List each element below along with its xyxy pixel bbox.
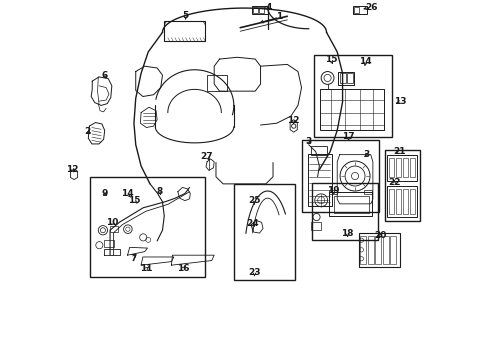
Text: 19: 19 <box>326 186 339 195</box>
Bar <box>329 192 371 216</box>
Text: 10: 10 <box>105 218 118 227</box>
Bar <box>360 235 366 264</box>
Text: 25: 25 <box>248 197 260 206</box>
Text: 2: 2 <box>83 127 90 136</box>
Bar <box>252 7 258 13</box>
Bar <box>358 233 399 267</box>
Text: 3: 3 <box>363 150 369 159</box>
Text: 26: 26 <box>364 3 377 12</box>
Text: 15: 15 <box>324 55 336 64</box>
Bar <box>302 140 378 212</box>
Bar <box>386 186 417 217</box>
Text: 20: 20 <box>374 231 386 240</box>
Text: 16: 16 <box>177 264 189 273</box>
Bar <box>395 158 400 177</box>
Bar <box>382 235 388 264</box>
Bar <box>409 158 414 177</box>
Bar <box>346 73 352 83</box>
Bar <box>312 183 377 239</box>
Bar <box>354 7 359 13</box>
Text: 3: 3 <box>305 137 311 146</box>
Bar <box>403 189 407 214</box>
Bar <box>233 184 295 280</box>
Text: 18: 18 <box>340 229 353 238</box>
Bar <box>329 190 337 194</box>
Bar <box>403 158 407 177</box>
Bar <box>389 235 395 264</box>
Bar <box>333 195 368 213</box>
Bar <box>386 156 417 181</box>
Bar <box>104 240 114 247</box>
Text: 12: 12 <box>66 165 79 174</box>
Bar <box>164 21 205 41</box>
Bar <box>310 146 326 155</box>
Bar <box>367 235 373 264</box>
Bar <box>409 189 414 214</box>
Bar <box>320 89 383 130</box>
Bar <box>338 72 354 85</box>
Text: 15: 15 <box>128 197 141 206</box>
Text: 12: 12 <box>287 116 299 125</box>
Text: 6: 6 <box>102 71 108 80</box>
Bar <box>206 75 226 91</box>
Bar <box>363 190 371 194</box>
Text: 7: 7 <box>130 253 136 262</box>
Text: 23: 23 <box>248 268 260 277</box>
Text: 4: 4 <box>264 3 271 12</box>
Bar <box>388 189 393 214</box>
Bar <box>375 235 380 264</box>
Text: 27: 27 <box>201 152 213 161</box>
Text: 22: 22 <box>387 177 400 186</box>
Bar <box>307 154 331 206</box>
Text: 9: 9 <box>102 189 108 198</box>
Bar <box>388 158 393 177</box>
Text: 14: 14 <box>359 57 371 66</box>
Bar <box>90 177 205 276</box>
Text: 14: 14 <box>121 189 134 198</box>
Text: 11: 11 <box>140 264 152 273</box>
Bar <box>313 55 392 137</box>
Text: 17: 17 <box>342 132 354 141</box>
Text: 1: 1 <box>276 13 282 22</box>
Text: 24: 24 <box>245 219 258 228</box>
Bar <box>310 222 321 230</box>
Text: 21: 21 <box>392 147 405 156</box>
Bar <box>385 150 420 221</box>
Bar <box>258 7 264 13</box>
Bar <box>110 226 118 232</box>
Text: 5: 5 <box>182 11 188 20</box>
Text: 8: 8 <box>156 187 163 196</box>
Text: 13: 13 <box>393 97 406 106</box>
Bar <box>339 73 346 83</box>
Bar <box>352 6 366 14</box>
Bar <box>251 6 267 14</box>
Bar <box>395 189 400 214</box>
